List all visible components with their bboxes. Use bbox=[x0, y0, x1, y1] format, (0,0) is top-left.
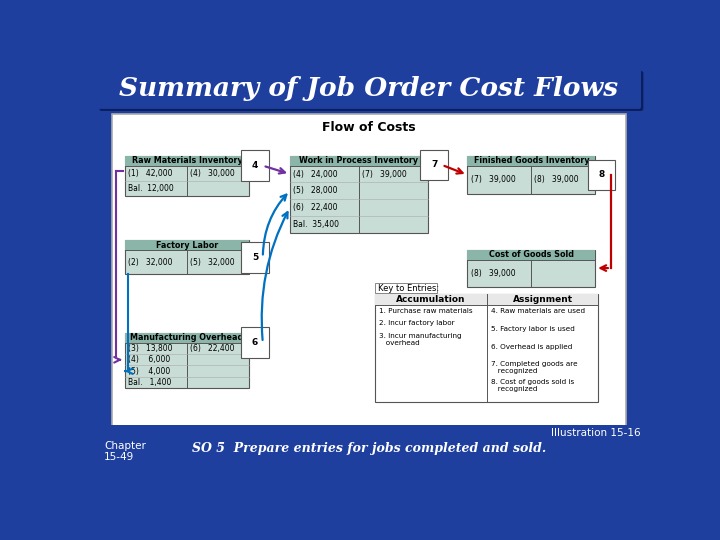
Text: 8: 8 bbox=[598, 171, 605, 179]
Text: (7)   39,000: (7) 39,000 bbox=[471, 176, 516, 185]
Text: 7. Completed goods are
   recognized: 7. Completed goods are recognized bbox=[490, 361, 577, 374]
Text: Chapter
15-49: Chapter 15-49 bbox=[104, 441, 146, 462]
Text: Finished Goods Inventory: Finished Goods Inventory bbox=[474, 156, 589, 165]
Text: Summary of Job Order Cost Flows: Summary of Job Order Cost Flows bbox=[120, 76, 618, 101]
Text: 6. Overhead is applied: 6. Overhead is applied bbox=[490, 343, 572, 349]
Text: Flow of Costs: Flow of Costs bbox=[322, 122, 416, 134]
Text: (6)   22,400: (6) 22,400 bbox=[293, 203, 338, 212]
Text: Work in Process Inventory: Work in Process Inventory bbox=[300, 156, 418, 165]
Text: Bal.  35,400: Bal. 35,400 bbox=[293, 220, 339, 229]
Text: (6)   22,400: (6) 22,400 bbox=[190, 344, 235, 353]
Text: 4. Raw materials are used: 4. Raw materials are used bbox=[490, 308, 585, 314]
Text: Key to Entries:: Key to Entries: bbox=[378, 284, 439, 293]
Text: Accumulation: Accumulation bbox=[396, 295, 466, 304]
Text: (3)   13,800: (3) 13,800 bbox=[128, 344, 173, 353]
Text: (8)   39,000: (8) 39,000 bbox=[534, 176, 579, 185]
Text: (4)    6,000: (4) 6,000 bbox=[128, 355, 170, 364]
Text: (5)    4,000: (5) 4,000 bbox=[128, 367, 170, 376]
Text: 5: 5 bbox=[252, 253, 258, 262]
Bar bbox=[290, 156, 428, 166]
Text: 2. Incur factory labor: 2. Incur factory labor bbox=[379, 320, 455, 327]
Text: Bal.  12,000: Bal. 12,000 bbox=[128, 184, 174, 193]
Text: Bal.   1,400: Bal. 1,400 bbox=[128, 378, 171, 387]
Bar bbox=[125, 333, 249, 388]
Text: Assignment: Assignment bbox=[513, 295, 572, 304]
Text: Illustration 15-16: Illustration 15-16 bbox=[551, 428, 640, 438]
Bar bbox=[375, 284, 437, 293]
Bar bbox=[290, 156, 428, 233]
Text: SO 5  Prepare entries for jobs completed and sold.: SO 5 Prepare entries for jobs completed … bbox=[192, 442, 546, 455]
Text: (1)   42,000: (1) 42,000 bbox=[128, 168, 173, 178]
Text: 7: 7 bbox=[431, 160, 437, 170]
Text: 3. Incur manufacturing
   overhead: 3. Incur manufacturing overhead bbox=[379, 333, 462, 346]
Bar bbox=[125, 240, 249, 251]
Text: (4)   30,000: (4) 30,000 bbox=[190, 168, 235, 178]
Bar bbox=[467, 249, 595, 260]
FancyBboxPatch shape bbox=[99, 71, 644, 111]
Text: 4: 4 bbox=[252, 161, 258, 170]
Bar bbox=[375, 294, 598, 305]
Bar bbox=[467, 156, 595, 166]
Text: Factory Labor: Factory Labor bbox=[156, 241, 218, 250]
Bar bbox=[112, 114, 626, 427]
Text: (8)   39,000: (8) 39,000 bbox=[471, 268, 515, 278]
Text: (5)   28,000: (5) 28,000 bbox=[293, 186, 338, 195]
Bar bbox=[467, 156, 595, 194]
Text: (5)   32,000: (5) 32,000 bbox=[190, 258, 235, 267]
Text: Manufacturing Overhead: Manufacturing Overhead bbox=[130, 333, 243, 342]
Bar bbox=[125, 333, 249, 343]
Text: 6: 6 bbox=[252, 338, 258, 347]
Text: 1. Purchase raw materials: 1. Purchase raw materials bbox=[379, 308, 473, 314]
Bar bbox=[375, 294, 598, 402]
Text: 5. Factory labor is used: 5. Factory labor is used bbox=[490, 326, 575, 332]
Bar bbox=[125, 156, 249, 195]
Text: Raw Materials Inventory: Raw Materials Inventory bbox=[132, 156, 242, 165]
Bar bbox=[467, 249, 595, 287]
FancyBboxPatch shape bbox=[97, 69, 641, 109]
Bar bbox=[125, 156, 249, 166]
Text: (2)   32,000: (2) 32,000 bbox=[128, 258, 173, 267]
Text: (4)   24,000: (4) 24,000 bbox=[293, 170, 338, 179]
FancyBboxPatch shape bbox=[97, 69, 641, 109]
Text: 8. Cost of goods sold is
   recognized: 8. Cost of goods sold is recognized bbox=[490, 379, 574, 392]
Text: Cost of Goods Sold: Cost of Goods Sold bbox=[489, 250, 574, 259]
Text: (7)   39,000: (7) 39,000 bbox=[362, 170, 407, 179]
Bar bbox=[90, 425, 648, 481]
Bar bbox=[125, 240, 249, 274]
